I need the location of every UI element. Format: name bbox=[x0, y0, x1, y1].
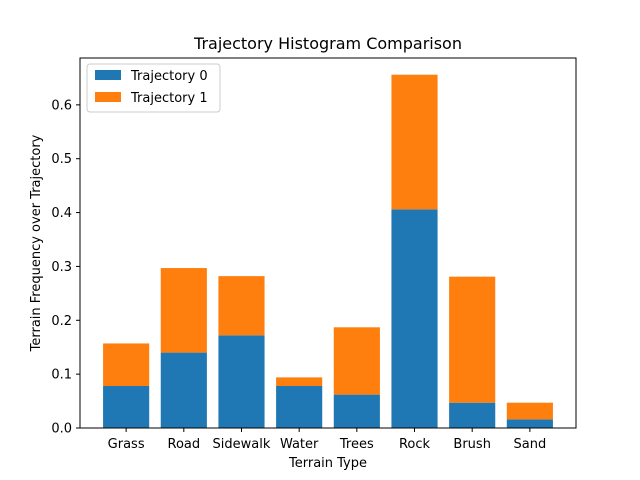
bar-rock-series-0 bbox=[391, 209, 438, 428]
x-tick-label: Water bbox=[280, 437, 319, 452]
bar-trees-series-1 bbox=[333, 327, 380, 395]
bar-brush-series-0 bbox=[449, 402, 496, 428]
bar-trees-series-0 bbox=[333, 394, 380, 428]
legend-label-1: Trajectory 1 bbox=[130, 91, 208, 106]
x-tick-label: Rock bbox=[399, 437, 431, 452]
bar-water-series-0 bbox=[276, 385, 323, 428]
y-tick-label: 0.4 bbox=[51, 206, 72, 221]
bar-sidewalk-series-0 bbox=[218, 335, 265, 428]
plot-area bbox=[103, 74, 553, 428]
bar-grass-series-1 bbox=[103, 343, 150, 386]
y-axis-label: Terrain Frequency over Trajectory bbox=[29, 134, 44, 352]
x-axis-ticks: Grass Road Sidewalk Water Trees Rock Brush Sand bbox=[108, 428, 547, 452]
y-tick-label: 0.2 bbox=[51, 314, 72, 329]
y-tick-label: 0.1 bbox=[51, 368, 72, 383]
bar-sand-series-0 bbox=[506, 419, 553, 428]
legend-swatch-0 bbox=[95, 70, 121, 80]
axes-frame bbox=[79, 57, 577, 429]
x-tick-label: Sand bbox=[514, 437, 547, 452]
x-tick-label: Brush bbox=[453, 437, 491, 452]
x-tick-label: Road bbox=[168, 437, 201, 452]
x-tick-label: Grass bbox=[108, 437, 145, 452]
bar-road-series-1 bbox=[160, 268, 207, 353]
x-tick-label: Trees bbox=[339, 437, 374, 452]
y-tick-label: 0.0 bbox=[51, 422, 72, 437]
x-tick-label: Sidewalk bbox=[213, 437, 271, 452]
bar-road-series-0 bbox=[160, 352, 207, 428]
bar-sand-series-1 bbox=[506, 402, 553, 420]
y-tick-label: 0.5 bbox=[51, 152, 72, 167]
y-tick-label: 0.3 bbox=[51, 260, 72, 275]
bar-sidewalk-series-1 bbox=[218, 276, 265, 336]
y-tick-label: 0.6 bbox=[51, 98, 72, 113]
bar-brush-series-1 bbox=[449, 276, 496, 403]
chart-title: Trajectory Histogram Comparison bbox=[193, 34, 462, 53]
legend-label-0: Trajectory 0 bbox=[130, 69, 208, 84]
x-axis-label: Terrain Type bbox=[288, 456, 367, 471]
legend-swatch-1 bbox=[95, 92, 121, 102]
legend: Trajectory 0 Trajectory 1 bbox=[86, 63, 221, 113]
bar-rock-series-1 bbox=[391, 74, 438, 210]
y-axis-ticks: 0.0 0.1 0.2 0.3 0.4 0.5 0.6 bbox=[51, 98, 80, 437]
bar-grass-series-0 bbox=[103, 385, 150, 428]
bar-water-series-1 bbox=[276, 377, 323, 386]
